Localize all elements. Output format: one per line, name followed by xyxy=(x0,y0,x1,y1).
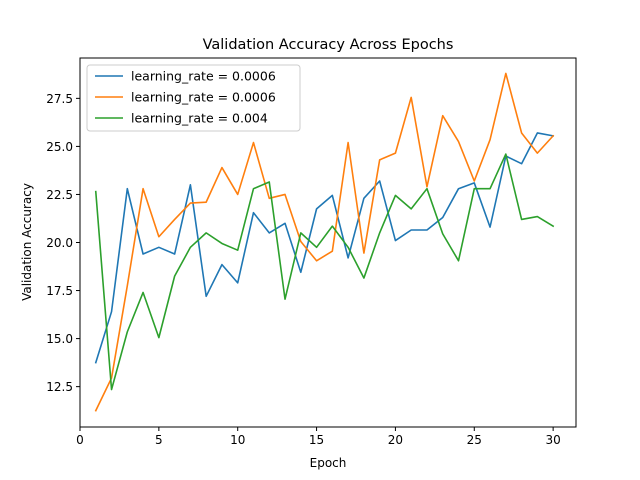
legend-box xyxy=(86,64,301,132)
y-tick-label: 27.5 xyxy=(46,92,73,106)
chart-title: Validation Accuracy Across Epochs xyxy=(203,37,454,53)
x-tick-label: 20 xyxy=(388,433,403,447)
legend: learning_rate = 0.0006 learning_rate = 0.… xyxy=(86,64,301,132)
y-tick-label: 25.0 xyxy=(46,140,73,154)
series-line-2 xyxy=(94,153,555,391)
y-axis-title: Validation Accuracy xyxy=(20,183,34,301)
x-tick-label: 25 xyxy=(467,433,482,447)
plot-area: 0 5 10 15 20 25 30 12.5 15.0 17.5 20.0 22.5 25.0 27.5 xyxy=(46,57,577,447)
y-tick-label: 22.5 xyxy=(46,188,73,202)
x-tick-label: 5 xyxy=(155,433,163,447)
legend-label-2: learning_rate = 0.004 xyxy=(131,111,268,126)
x-tick-label: 10 xyxy=(230,433,245,447)
y-tick-label: 15.0 xyxy=(46,332,73,346)
series-line-0 xyxy=(94,132,555,364)
legend-label-1: learning_rate = 0.0006 xyxy=(131,90,276,105)
x-tick-label: 30 xyxy=(545,433,560,447)
x-tick-label: 0 xyxy=(76,433,84,447)
series-line-1 xyxy=(94,72,555,412)
legend-label-0: learning_rate = 0.0006 xyxy=(131,69,276,84)
y-tick-label: 12.5 xyxy=(46,380,73,394)
x-axis-title: Epoch xyxy=(310,456,347,470)
y-tick-label: 20.0 xyxy=(46,236,73,250)
y-tick-label: 17.5 xyxy=(46,284,73,298)
x-tick-label: 15 xyxy=(309,433,324,447)
